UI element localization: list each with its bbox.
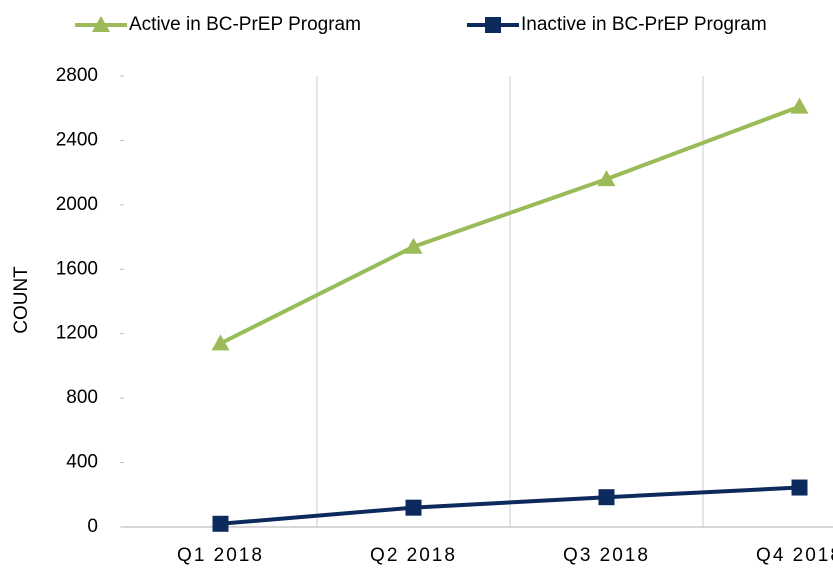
marker	[791, 479, 808, 496]
y-tick-label: 800	[66, 387, 98, 408]
y-tick-label: 2400	[56, 129, 98, 150]
y-tick-label: 2000	[56, 194, 98, 215]
marker	[598, 489, 615, 506]
series-line	[219, 104, 801, 346]
y-tick-label: 1600	[56, 258, 98, 279]
marker	[211, 334, 230, 351]
legend-label: Inactive in BC-PrEP Program	[521, 14, 767, 35]
y-tick-label: 400	[66, 452, 98, 473]
x-tick-label: Q4 2018	[756, 545, 833, 566]
y-axis-label: COUNT	[11, 266, 32, 334]
marker	[790, 97, 809, 114]
y-tick-label: 0	[87, 516, 98, 537]
y-tick-label: 1200	[56, 323, 98, 344]
legend-marker	[485, 17, 501, 33]
y-tick-label: 2800	[56, 65, 98, 86]
x-tick-label: Q2 2018	[370, 545, 457, 566]
marker	[404, 237, 423, 254]
x-tick-label: Q1 2018	[177, 545, 264, 566]
legend-label: Active in BC-PrEP Program	[129, 14, 361, 35]
marker	[212, 515, 229, 532]
x-tick-label: Q3 2018	[563, 545, 650, 566]
marker	[405, 499, 422, 516]
series-line	[220, 485, 800, 526]
legend-marker	[92, 16, 110, 32]
marker	[597, 170, 616, 187]
